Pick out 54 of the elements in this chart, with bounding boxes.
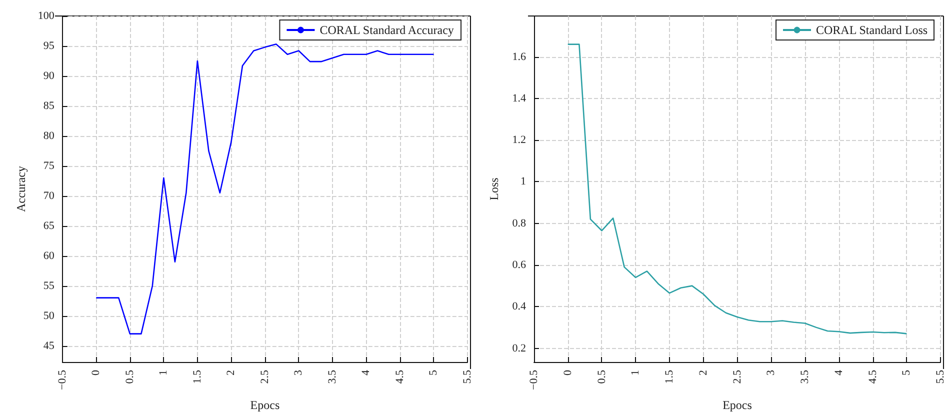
x-tick-label: 4.5 [866, 370, 878, 384]
x-tick-label: 2.5 [258, 370, 271, 384]
y-tick-label: 85 [43, 100, 55, 112]
y-axis-title: Loss [486, 177, 500, 200]
y-tick-label: 90 [43, 70, 55, 82]
x-tick-label: −0.5 [56, 370, 68, 390]
x-tick-label: 0.5 [595, 370, 608, 384]
x-axis-title: Epocs [722, 398, 752, 412]
y-tick-label: 60 [43, 250, 55, 262]
x-tick-label: 3.5 [798, 370, 810, 384]
x-tick-label: 1 [629, 370, 642, 376]
x-tick-label: 0.5 [124, 370, 136, 384]
x-tick-label: 4 [832, 370, 844, 376]
x-tick-label: 3 [764, 370, 777, 376]
x-axis-title: Epocs [250, 398, 280, 412]
x-tick-label: 5.5 [934, 370, 945, 384]
x-tick-label: 3.5 [326, 370, 338, 384]
y-tick-label: 0.8 [512, 217, 526, 230]
x-tick-label: 5 [900, 370, 912, 376]
y-tick-label: 70 [43, 190, 55, 202]
x-tick-label: 2 [225, 370, 238, 376]
y-tick-label: 100 [38, 10, 55, 22]
y-tick-label: 0.2 [512, 342, 526, 354]
y-tick-label: 55 [43, 280, 55, 292]
x-tick-label: −0.5 [528, 370, 540, 390]
legend-label: CORAL Standard Loss [816, 23, 928, 37]
y-tick-label: 50 [43, 310, 55, 322]
y-tick-label: 95 [43, 40, 55, 52]
y-tick-label: 45 [43, 340, 55, 352]
x-tick-label: 5 [428, 370, 440, 376]
line-series [96, 44, 434, 334]
x-tick-label: 0 [561, 370, 574, 376]
legend-label: CORAL Standard Accuracy [320, 23, 454, 37]
x-tick-label: 4.5 [394, 370, 406, 384]
x-tick-label: 1.5 [191, 370, 204, 384]
y-tick-label: 65 [43, 220, 55, 232]
y-tick-label: 80 [43, 130, 55, 142]
x-tick-label: 4 [360, 370, 372, 376]
x-tick-label: 5.5 [462, 370, 474, 384]
x-tick-label: 2.5 [730, 370, 743, 384]
y-tick-label: 1 [520, 176, 526, 188]
y-tick-label: 0.4 [512, 300, 526, 313]
y-tick-label: 1.6 [512, 50, 526, 63]
y-axis-title: Accuracy [14, 166, 28, 212]
x-tick-label: 2 [696, 370, 709, 376]
x-tick-label: 0 [90, 370, 102, 376]
x-tick-label: 1 [158, 370, 170, 376]
x-tick-label: 1.5 [663, 370, 675, 384]
y-tick-label: 75 [43, 160, 55, 172]
y-tick-label: 0.6 [512, 258, 526, 271]
x-tick-label: 3 [292, 370, 305, 376]
line-series [566, 44, 907, 334]
y-tick-label: 1.4 [512, 92, 526, 104]
y-tick-label: 1.2 [512, 134, 526, 146]
